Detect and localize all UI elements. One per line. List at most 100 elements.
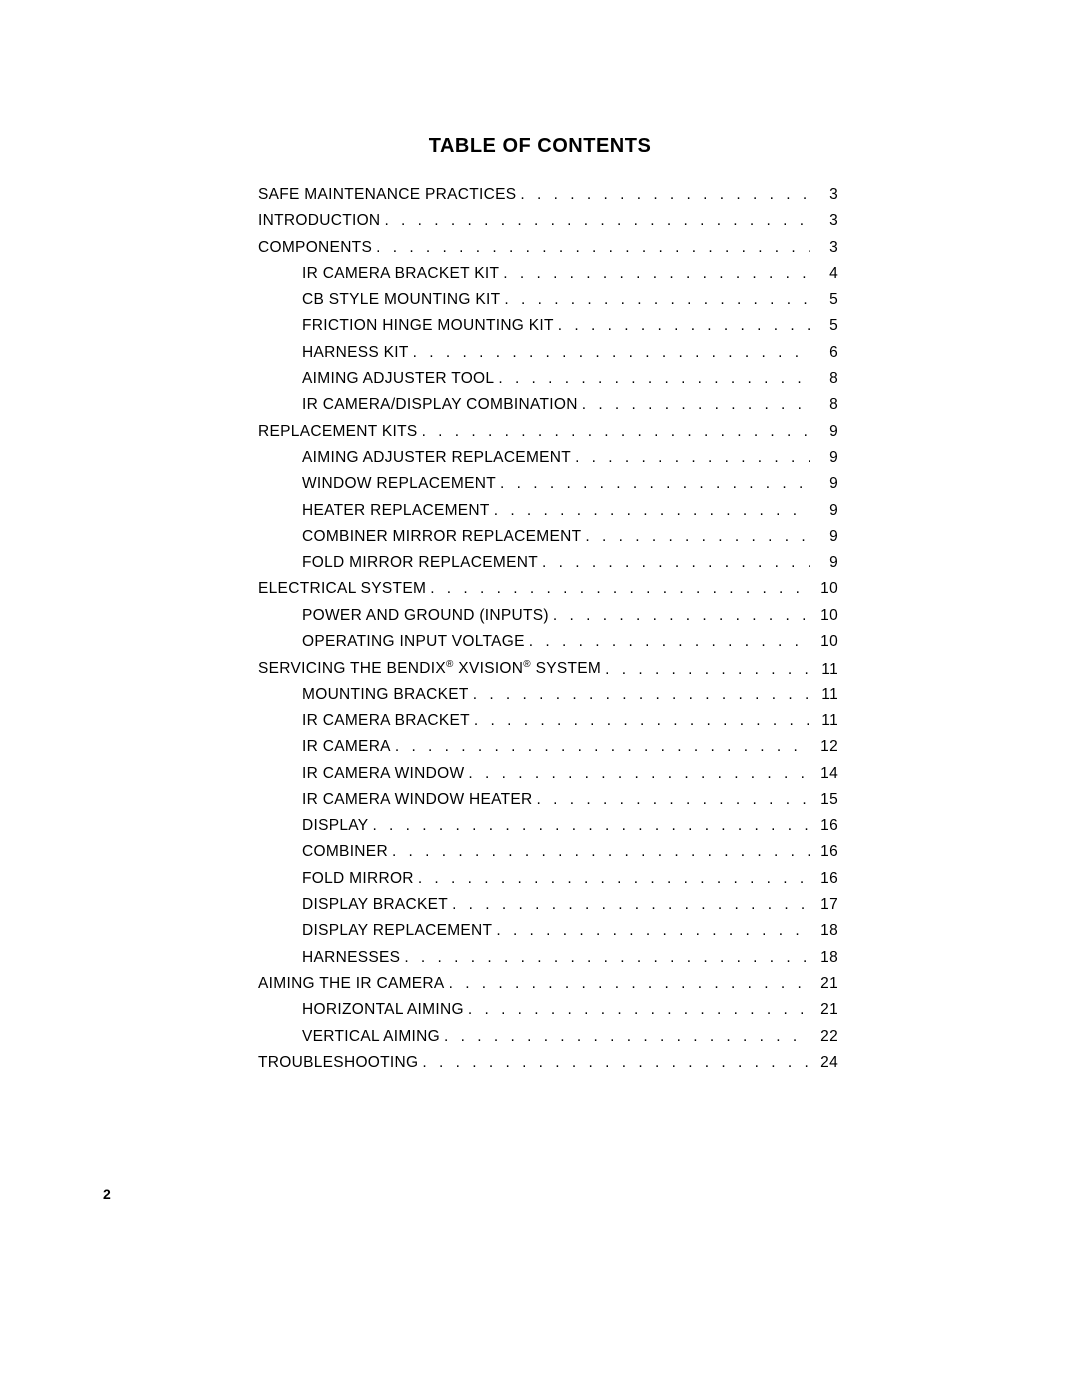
toc-entry-label: DISPLAY BRACKET bbox=[302, 896, 448, 914]
toc-leader-dots bbox=[418, 423, 810, 441]
toc-entry-label: ELECTRICAL SYSTEM bbox=[258, 580, 426, 598]
toc-entry: WINDOW REPLACEMENT9 bbox=[258, 475, 838, 501]
toc-entry: AIMING ADJUSTER TOOL8 bbox=[258, 370, 838, 396]
toc-entry-page: 14 bbox=[810, 765, 838, 783]
toc-entry-page: 9 bbox=[810, 423, 838, 441]
toc-entry-page: 15 bbox=[810, 791, 838, 809]
toc-entry-label: DISPLAY bbox=[302, 817, 368, 835]
toc-entry: MOUNTING BRACKET 11 bbox=[258, 686, 838, 712]
toc-entry-page: 21 bbox=[810, 975, 838, 993]
page: TABLE OF CONTENTS SAFE MAINTENANCE PRACT… bbox=[0, 0, 1080, 1397]
toc-leader-dots bbox=[368, 817, 810, 835]
toc-leader-dots bbox=[426, 580, 810, 598]
toc-entry: HORIZONTAL AIMING21 bbox=[258, 1001, 838, 1027]
toc-entry-page: 3 bbox=[810, 239, 838, 257]
toc-leader-dots bbox=[516, 186, 810, 204]
toc-entry-label: MOUNTING BRACKET bbox=[302, 686, 469, 704]
toc-entry: HARNESSES 18 bbox=[258, 949, 838, 975]
toc-entry-page: 12 bbox=[810, 738, 838, 756]
toc-leader-dots bbox=[440, 1028, 810, 1046]
toc-entry: FRICTION HINGE MOUNTING KIT5 bbox=[258, 317, 838, 343]
toc-leader-dots bbox=[554, 317, 810, 335]
toc-entry-page: 16 bbox=[810, 870, 838, 888]
toc-entry-label: FOLD MIRROR REPLACEMENT bbox=[302, 554, 538, 572]
toc-leader-dots bbox=[496, 475, 810, 493]
toc-entry: FOLD MIRROR REPLACEMENT 9 bbox=[258, 554, 838, 580]
toc-entry-page: 3 bbox=[810, 186, 838, 204]
toc-entry: SAFE MAINTENANCE PRACTICES 3 bbox=[258, 186, 838, 212]
toc-entry: FOLD MIRROR 16 bbox=[258, 870, 838, 896]
toc-entry: IR CAMERA BRACKET KIT 4 bbox=[258, 265, 838, 291]
toc-entry-label: CB STYLE MOUNTING KIT bbox=[302, 291, 500, 309]
toc-entry-page: 9 bbox=[810, 449, 838, 467]
toc-entry: IR CAMERA/DISPLAY COMBINATION8 bbox=[258, 396, 838, 422]
toc-entry: AIMING THE IR CAMERA21 bbox=[258, 975, 838, 1001]
toc-entry-label: AIMING ADJUSTER REPLACEMENT bbox=[302, 449, 571, 467]
toc-entry-label: IR CAMERA BRACKET KIT bbox=[302, 265, 499, 283]
toc-entry-label: SAFE MAINTENANCE PRACTICES bbox=[258, 186, 516, 204]
toc-leader-dots bbox=[533, 791, 810, 809]
toc-leader-dots bbox=[571, 449, 810, 467]
toc-leader-dots bbox=[500, 291, 810, 309]
toc-entry: VERTICAL AIMING22 bbox=[258, 1028, 838, 1054]
toc-entry-page: 11 bbox=[810, 686, 838, 704]
toc-leader-dots bbox=[469, 686, 810, 704]
toc-entry-page: 16 bbox=[810, 817, 838, 835]
toc-entry: COMBINER MIRROR REPLACEMENT 9 bbox=[258, 528, 838, 554]
toc-entry-label: IR CAMERA WINDOW HEATER bbox=[302, 791, 533, 809]
toc-entry-label: IR CAMERA BRACKET bbox=[302, 712, 470, 730]
toc-leader-dots bbox=[525, 633, 810, 651]
toc-leader-dots bbox=[581, 528, 810, 546]
toc-entry: IR CAMERA WINDOW 14 bbox=[258, 765, 838, 791]
toc-entry-page: 9 bbox=[810, 528, 838, 546]
toc-entry-page: 3 bbox=[810, 212, 838, 230]
toc-entry-label: FRICTION HINGE MOUNTING KIT bbox=[302, 317, 554, 335]
toc-leader-dots bbox=[538, 554, 810, 572]
toc-entry: TROUBLESHOOTING24 bbox=[258, 1054, 838, 1080]
toc-entry: DISPLAY BRACKET17 bbox=[258, 896, 838, 922]
toc-entry: ELECTRICAL SYSTEM 10 bbox=[258, 580, 838, 606]
toc-entry-label: COMPONENTS bbox=[258, 239, 372, 257]
toc-entry-label: VERTICAL AIMING bbox=[302, 1028, 440, 1046]
page-title: TABLE OF CONTENTS bbox=[0, 135, 1080, 158]
toc-entry-page: 11 bbox=[810, 712, 838, 730]
toc-entry-label: WINDOW REPLACEMENT bbox=[302, 475, 496, 493]
toc-entry-label: FOLD MIRROR bbox=[302, 870, 414, 888]
toc-entry-label: INTRODUCTION bbox=[258, 212, 380, 230]
toc-leader-dots bbox=[448, 896, 810, 914]
toc-entry-label: HEATER REPLACEMENT bbox=[302, 502, 490, 520]
toc-entry: POWER AND GROUND (INPUTS)10 bbox=[258, 607, 838, 633]
toc-entry-page: 18 bbox=[810, 949, 838, 967]
toc-entry-page: 10 bbox=[810, 580, 838, 598]
toc-leader-dots bbox=[470, 712, 810, 730]
toc-entry-label: OPERATING INPUT VOLTAGE bbox=[302, 633, 525, 651]
toc-entry-label: AIMING ADJUSTER TOOL bbox=[302, 370, 494, 388]
toc-entry-page: 18 bbox=[810, 922, 838, 940]
toc-entry-label: COMBINER MIRROR REPLACEMENT bbox=[302, 528, 581, 546]
toc-entry: IR CAMERA12 bbox=[258, 738, 838, 764]
toc-leader-dots bbox=[490, 502, 810, 520]
toc-entry: IR CAMERA BRACKET 11 bbox=[258, 712, 838, 738]
toc-leader-dots bbox=[409, 344, 810, 362]
toc-leader-dots bbox=[400, 949, 810, 967]
toc-leader-dots bbox=[549, 607, 810, 625]
toc-leader-dots bbox=[464, 1001, 810, 1019]
toc-entry-label: IR CAMERA WINDOW bbox=[302, 765, 464, 783]
toc-entry-page: 16 bbox=[810, 843, 838, 861]
toc-leader-dots bbox=[391, 738, 810, 756]
toc-entry-page: 24 bbox=[810, 1054, 838, 1072]
toc-entry-page: 10 bbox=[810, 607, 838, 625]
toc-entry-label: HORIZONTAL AIMING bbox=[302, 1001, 464, 1019]
toc-leader-dots bbox=[464, 765, 810, 783]
toc-entry-page: 9 bbox=[810, 502, 838, 520]
toc-entry: DISPLAY 16 bbox=[258, 817, 838, 843]
toc-entry-label: DISPLAY REPLACEMENT bbox=[302, 922, 492, 940]
toc-entry-page: 9 bbox=[810, 554, 838, 572]
toc-entry-label: REPLACEMENT KITS bbox=[258, 423, 418, 441]
toc-entry-label: HARNESSES bbox=[302, 949, 400, 967]
toc-entry-page: 4 bbox=[810, 265, 838, 283]
toc-entry-label: SERVICING THE BENDIX® XVISION® SYSTEM bbox=[258, 659, 601, 678]
toc-entry-label: HARNESS KIT bbox=[302, 344, 409, 362]
toc-entry-label: COMBINER bbox=[302, 843, 388, 861]
toc-leader-dots bbox=[578, 396, 810, 414]
